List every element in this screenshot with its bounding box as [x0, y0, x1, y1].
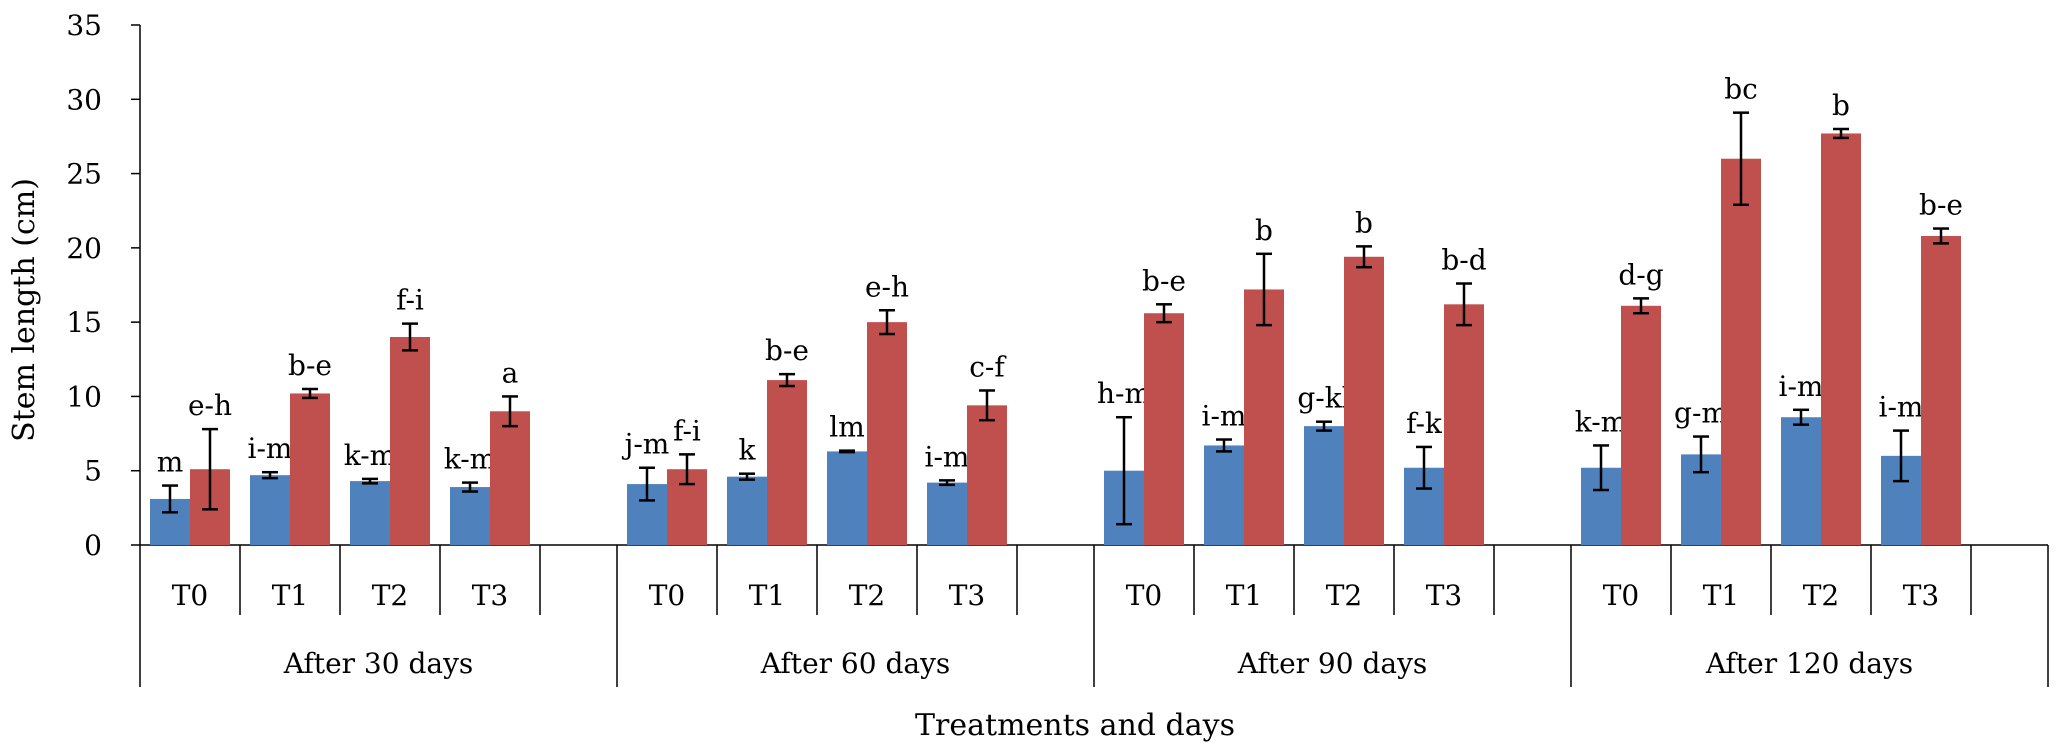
significance-letter: b: [1355, 206, 1373, 239]
category-label: T1: [272, 579, 309, 612]
category-label: T3: [1903, 579, 1940, 612]
significance-letter: e-h: [188, 389, 232, 422]
bar-series-2: [1821, 133, 1861, 545]
category-label: T3: [949, 579, 986, 612]
bar-series-2: [1344, 256, 1384, 545]
bar-series-1: [450, 487, 490, 545]
y-tick-label: 5: [84, 455, 102, 488]
significance-letter: b-d: [1441, 244, 1486, 277]
group-label: After 90 days: [1237, 647, 1428, 680]
bar-series-2: [1444, 304, 1484, 545]
group-label: After 30 days: [283, 647, 474, 680]
bar-series-2: [967, 405, 1007, 545]
significance-letter: b-e: [288, 349, 332, 382]
category-label: T2: [1326, 579, 1363, 612]
bar-series-1: [927, 482, 967, 545]
bar-series-1: [1781, 417, 1821, 545]
significance-letter: i-m: [925, 440, 970, 473]
bar-series-1: [350, 481, 390, 545]
bar-series-2: [390, 337, 430, 545]
significance-letter: i-m: [1779, 370, 1824, 403]
category-label: T0: [649, 579, 686, 612]
bar-series-2: [490, 411, 530, 545]
x-axis-title: Treatments and days: [915, 708, 1235, 743]
category-label: T2: [849, 579, 886, 612]
significance-letter: m: [157, 446, 184, 479]
significance-letter: d-g: [1618, 258, 1663, 291]
category-label: T2: [1803, 579, 1840, 612]
y-tick-label: 10: [66, 380, 102, 413]
significance-letter: b-e: [1919, 189, 1963, 222]
bar-series-1: [827, 451, 867, 545]
bar-series-1: [1304, 426, 1344, 545]
significance-letter: b-e: [1142, 264, 1186, 297]
significance-letter: j-m: [622, 428, 670, 461]
significance-letter: e-h: [865, 270, 909, 303]
significance-letter: f-k: [1406, 407, 1443, 440]
bar-series-2: [1621, 305, 1661, 545]
category-label: T1: [1703, 579, 1740, 612]
bar-series-1: [1204, 445, 1244, 545]
category-label: T1: [749, 579, 786, 612]
category-label: T3: [472, 579, 509, 612]
y-tick-label: 15: [66, 306, 102, 339]
y-tick-label: 0: [84, 529, 102, 562]
category-label: T0: [172, 579, 209, 612]
category-label: T1: [1226, 579, 1263, 612]
bar-series-2: [1721, 158, 1761, 545]
significance-letter: g-m: [1674, 397, 1728, 430]
bar-series-2: [867, 322, 907, 545]
significance-letter: i-m: [248, 432, 293, 465]
significance-letter: i-m: [1202, 400, 1247, 433]
y-tick-label: 35: [66, 9, 102, 42]
bar-series-2: [1244, 289, 1284, 545]
significance-letter: f-i: [673, 414, 701, 447]
significance-letter: b: [1255, 214, 1273, 247]
significance-letter: k: [739, 434, 757, 467]
significance-letter: k-m: [444, 443, 497, 476]
significance-letter: b-e: [765, 334, 809, 367]
significance-letter: k-m: [344, 439, 397, 472]
significance-letter: bc: [1724, 73, 1758, 106]
category-label: T0: [1603, 579, 1640, 612]
bar-series-1: [727, 476, 767, 545]
bar-series-2: [290, 393, 330, 545]
significance-letter: g-kl: [1297, 382, 1350, 415]
significance-letter: b: [1832, 89, 1850, 122]
bar-series-1: [250, 475, 290, 545]
category-label: T3: [1426, 579, 1463, 612]
bar-series-2: [1921, 235, 1961, 545]
group-label: After 120 days: [1705, 647, 1913, 680]
y-tick-label: 30: [66, 83, 102, 116]
bar-series-2: [1144, 313, 1184, 545]
significance-letter: f-i: [396, 284, 424, 317]
significance-letter: k-m: [1575, 405, 1628, 438]
y-axis-title: Stem length (cm): [7, 178, 42, 442]
group-label: After 60 days: [760, 647, 951, 680]
category-label: T0: [1126, 579, 1163, 612]
bar-series-2: [767, 380, 807, 545]
significance-letter: h-m: [1097, 377, 1151, 410]
significance-letter: lm: [829, 411, 865, 444]
y-tick-label: 25: [66, 158, 102, 191]
significance-letter: i-m: [1879, 391, 1924, 424]
y-tick-label: 20: [66, 232, 102, 265]
category-label: T2: [372, 579, 409, 612]
significance-letter: a: [502, 356, 519, 389]
significance-letter: c-f: [969, 350, 1007, 383]
